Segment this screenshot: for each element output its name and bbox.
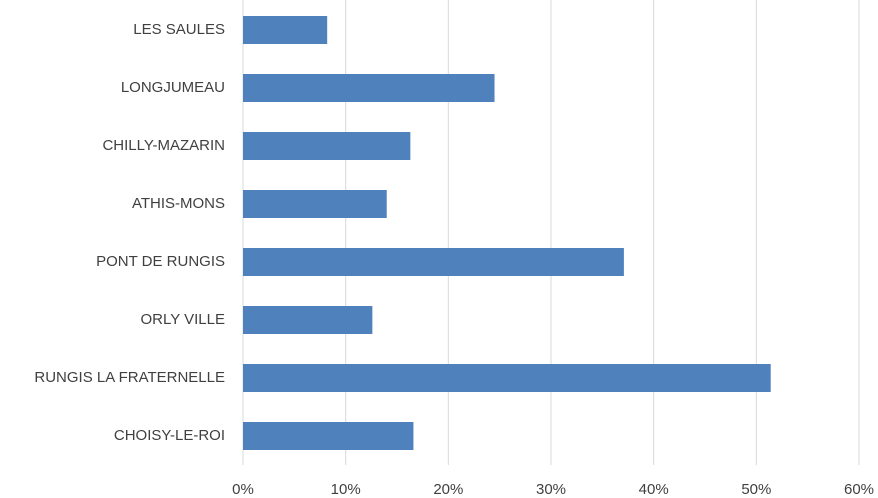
bar: [243, 16, 328, 44]
bar: [243, 364, 771, 392]
bar: [243, 248, 624, 276]
x-tick-label: 60%: [844, 481, 874, 498]
y-tick-label: RUNGIS LA FRATERNELLE: [34, 369, 225, 386]
y-tick-label: LES SAULES: [133, 21, 225, 38]
x-tick-label: 40%: [639, 481, 669, 498]
y-tick-label: ATHIS-MONS: [132, 195, 225, 212]
y-tick-label: LONGJUMEAU: [121, 79, 225, 96]
y-tick-label: ORLY VILLE: [141, 311, 226, 328]
x-tick-label: 10%: [331, 481, 361, 498]
bar: [243, 132, 411, 160]
x-tick-label: 20%: [433, 481, 463, 498]
x-tick-label: 30%: [536, 481, 566, 498]
bar: [243, 422, 414, 450]
y-tick-label: CHOISY-LE-ROI: [114, 427, 225, 444]
bar: [243, 190, 387, 218]
y-tick-label: CHILLY-MAZARIN: [102, 137, 225, 154]
x-tick-label: 50%: [741, 481, 771, 498]
bar: [243, 74, 495, 102]
y-tick-label: PONT DE RUNGIS: [96, 253, 225, 270]
bar: [243, 306, 373, 334]
x-tick-label: 0%: [232, 481, 254, 498]
